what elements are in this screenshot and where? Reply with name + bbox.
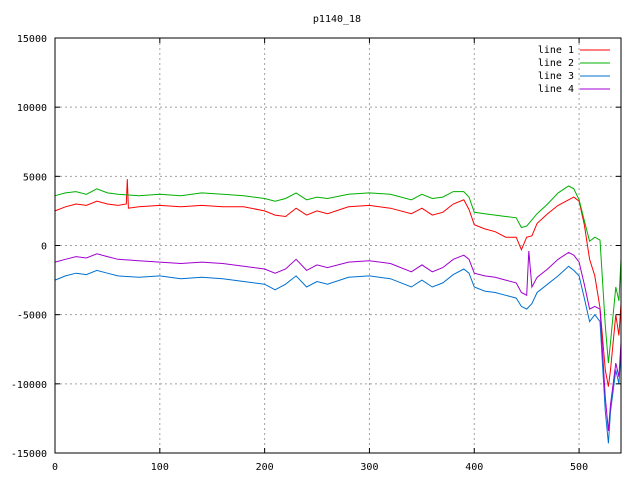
series-layer bbox=[54, 179, 622, 444]
x-tick-label: 400 bbox=[465, 462, 483, 473]
y-tick-label: 5000 bbox=[23, 172, 47, 183]
grid bbox=[55, 38, 621, 453]
series-line-4 bbox=[54, 250, 622, 431]
y-tick-label: -10000 bbox=[11, 380, 47, 391]
x-tick-label: 200 bbox=[256, 462, 274, 473]
x-tick-label: 500 bbox=[570, 462, 588, 473]
axis-ticks bbox=[54, 37, 621, 454]
series-line-2 bbox=[54, 185, 622, 364]
y-tick-label: -5000 bbox=[17, 311, 47, 322]
axis-tick-labels: 0 100 200 300 400 500 -15000 -10000 -5000 0 5000 10… bbox=[11, 34, 588, 473]
y-tick-label: 15000 bbox=[17, 34, 47, 45]
y-tick-label: 10000 bbox=[17, 103, 47, 114]
x-tick-label: 300 bbox=[360, 462, 378, 473]
legend-label: line 1 bbox=[538, 45, 574, 56]
series-line-1 bbox=[54, 179, 622, 387]
x-tick-label: 0 bbox=[52, 462, 58, 473]
legend-label: line 4 bbox=[538, 84, 574, 95]
x-tick-label: 100 bbox=[151, 462, 169, 473]
y-tick-label: -15000 bbox=[11, 449, 47, 460]
legend-label: line 2 bbox=[538, 58, 574, 69]
series-line-3 bbox=[54, 265, 622, 444]
legend: line 1 line 2 line 3 line 4 bbox=[538, 45, 610, 95]
legend-label: line 3 bbox=[538, 71, 574, 82]
chart-title: p1140_18 bbox=[313, 14, 361, 25]
y-tick-label: 0 bbox=[41, 242, 47, 253]
